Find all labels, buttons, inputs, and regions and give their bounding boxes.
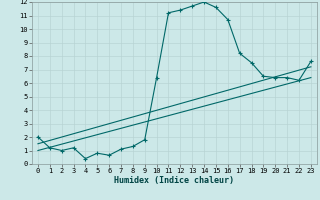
X-axis label: Humidex (Indice chaleur): Humidex (Indice chaleur) xyxy=(115,176,234,185)
